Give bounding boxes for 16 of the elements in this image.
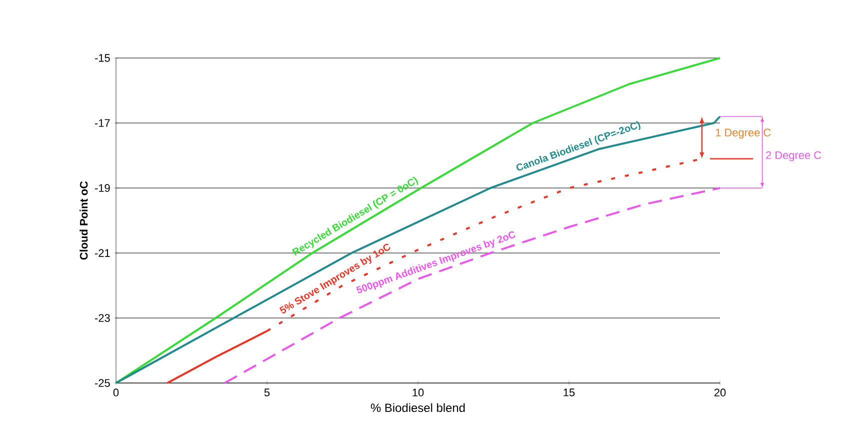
x-tick-label: 10: [412, 388, 424, 396]
y-tick-label: -19: [95, 184, 110, 192]
annotation: 1 Degree C: [716, 128, 771, 139]
x-tick-label: 5: [264, 388, 270, 396]
y-tick-label: -25: [95, 379, 110, 387]
x-tick-label: 15: [564, 388, 575, 396]
x-tick-label: 20: [714, 388, 726, 396]
line-series: [115, 56, 722, 384]
y-tick-label: -21: [95, 249, 110, 257]
y-tick-label: -17: [95, 119, 110, 127]
x-tick-label: 0: [113, 388, 119, 396]
y-tick-label: -23: [95, 314, 110, 322]
x-axis-title: % Biodiesel blend: [370, 403, 465, 412]
y-axis-title: Cloud Point oC: [80, 181, 88, 260]
y-tick-label: -15: [95, 54, 110, 62]
text: 2 Degree C: [766, 151, 822, 162]
